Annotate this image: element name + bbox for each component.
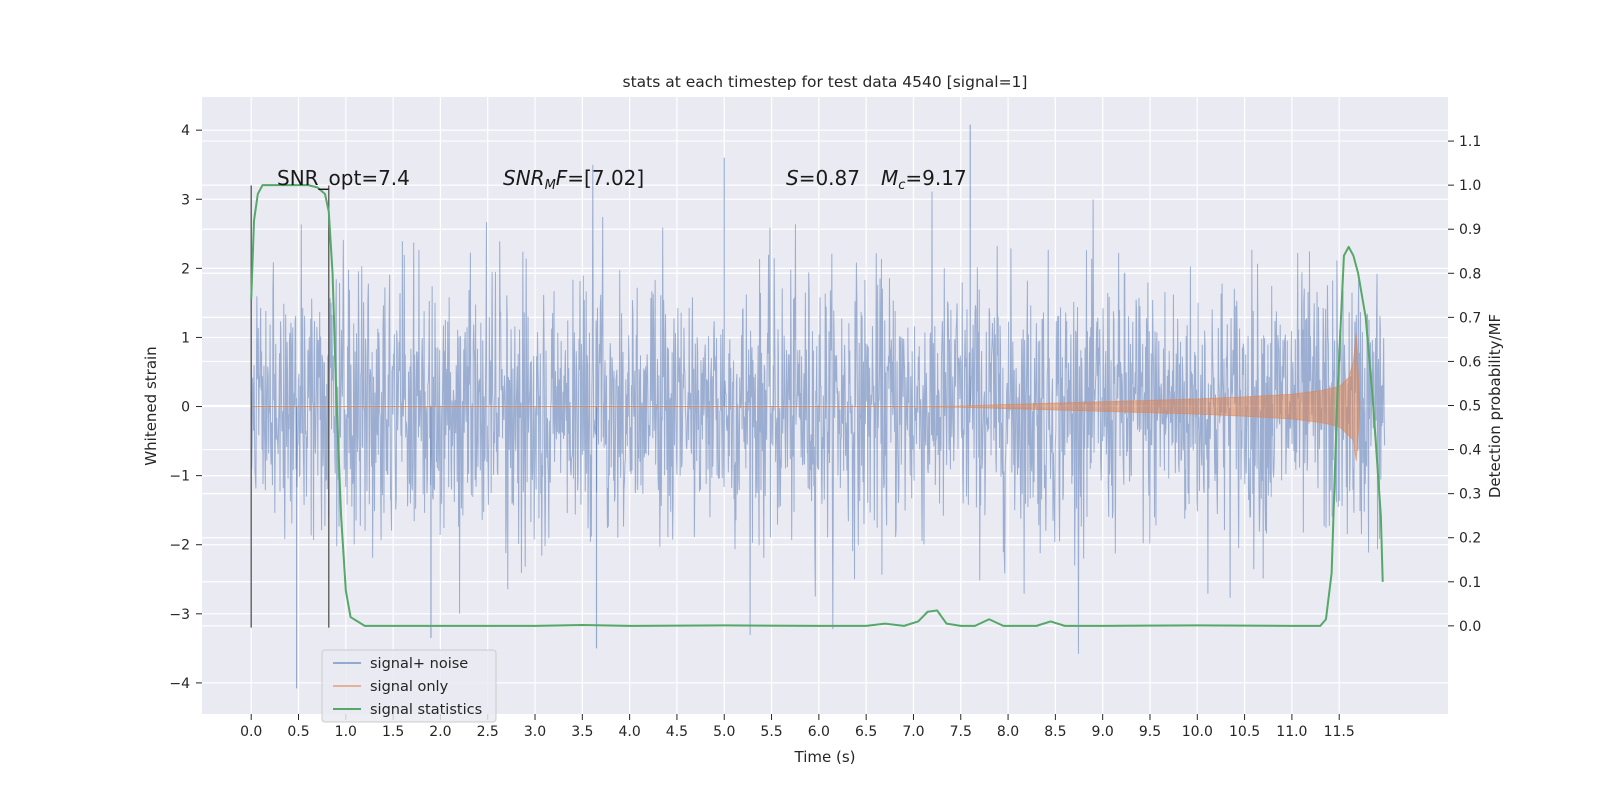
- y2-tick-label: 1.1: [1459, 134, 1481, 150]
- x-tick-label: 3.5: [571, 724, 593, 740]
- signal-plus-noise-line: [250, 164, 1386, 654]
- y-tick-label: −3: [169, 607, 190, 623]
- vertical-markers: [250, 185, 330, 628]
- x-tick-label: 10.5: [1229, 724, 1260, 740]
- x-tick-label: 7.5: [950, 724, 972, 740]
- x-tick-label: 0.0: [240, 724, 262, 740]
- y2-tick-label: 0.6: [1459, 354, 1481, 370]
- annotation-mc-sub: c: [898, 178, 905, 193]
- y-tick-label: 2: [181, 261, 190, 277]
- chart-title: stats at each timestep for test data 454…: [623, 73, 1028, 91]
- y2-tick-label: 0.1: [1459, 575, 1481, 591]
- x-tick-label: 2.0: [429, 724, 451, 740]
- x-tick-label: 3.0: [524, 724, 546, 740]
- y-tick-label: −4: [169, 676, 190, 692]
- x-tick-label: 4.0: [618, 724, 640, 740]
- x-tick-label: 6.0: [808, 724, 830, 740]
- y-tick-label: 1: [181, 330, 190, 346]
- y-axis-ticks: 4 3 2 1 0 −1 −2 −3 −4: [169, 123, 202, 692]
- signal-plus-noise-series: [250, 124, 1386, 689]
- signal-statistics-series: [250, 184, 1384, 627]
- y2-axis-label: Detection probability/MF: [1486, 314, 1504, 498]
- y-tick-label: −2: [169, 538, 190, 554]
- annotation-snr-mf-sub: M: [545, 178, 556, 193]
- x-tick-label: 9.0: [1092, 724, 1114, 740]
- signal-only-envelope: [251, 333, 1361, 462]
- x-tick-label: 11.5: [1324, 724, 1355, 740]
- x-axis-ticks: 0.0 0.5 1.0 1.5 2.0 2.5 3.0 3.5 4.0 4.5 5.0 5.5 6.0 6…: [240, 714, 1355, 740]
- x-tick-label: 5.5: [760, 724, 782, 740]
- annotation-snr-opt: SNR_opt=7.4: [277, 166, 410, 190]
- x-tick-label: 4.5: [666, 724, 688, 740]
- annotation-s-italic: S: [786, 166, 799, 190]
- x-tick-label: 10.0: [1182, 724, 1213, 740]
- annotation-s: S=0.87: [786, 166, 860, 190]
- signal-statistics-line: [250, 184, 1384, 627]
- y-tick-label: 3: [181, 192, 190, 208]
- legend-label-signal: signal only: [370, 679, 449, 695]
- y2-tick-label: 0.0: [1459, 619, 1481, 635]
- legend: signal+ noise signal only signal statist…: [321, 649, 497, 723]
- x-tick-label: 1.5: [382, 724, 404, 740]
- y-tick-label: 4: [181, 123, 190, 139]
- y2-tick-label: 0.2: [1459, 531, 1481, 547]
- annotation-snr-mf-italic2: F: [556, 166, 568, 190]
- x-tick-label: 5.0: [713, 724, 735, 740]
- x-tick-label: 0.5: [287, 724, 309, 740]
- x-tick-label: 11.0: [1276, 724, 1307, 740]
- x-tick-label: 2.5: [477, 724, 499, 740]
- signal-only-series: [251, 333, 1361, 462]
- annotation-mc: Mc=9.17: [881, 166, 967, 193]
- annotation-s-value: =0.87: [799, 166, 860, 190]
- y2-tick-label: 0.5: [1459, 399, 1481, 415]
- x-tick-label: 6.5: [855, 724, 877, 740]
- y2-tick-label: 1.0: [1459, 178, 1481, 194]
- y2-tick-label: 0.3: [1459, 487, 1481, 503]
- x-axis-label: Time (s): [794, 748, 856, 766]
- annotation-mc-italic: M: [881, 166, 898, 190]
- y-axis-label: Whitened strain: [142, 346, 160, 465]
- y2-tick-label: 0.4: [1459, 443, 1481, 459]
- y2-tick-label: 0.8: [1459, 266, 1481, 282]
- x-tick-label: 1.0: [335, 724, 357, 740]
- x-tick-label: 7.0: [902, 724, 924, 740]
- y2-tick-label: 0.7: [1459, 310, 1481, 326]
- annotation-mc-value: =9.17: [905, 166, 966, 190]
- y-tick-label: 0: [181, 400, 190, 416]
- legend-label-noise: signal+ noise: [370, 656, 468, 672]
- y2-axis-ticks: 1.1 1.0 0.9 0.8 0.7 0.6 0.5 0.4 0.3 0.2 0.1 0.0: [1448, 134, 1481, 635]
- x-tick-label: 8.5: [1044, 724, 1066, 740]
- legend-label-stats: signal statistics: [370, 702, 482, 718]
- annotation-snr-mf-value: =[7.02]: [567, 166, 644, 190]
- y-tick-label: −1: [169, 469, 190, 485]
- y2-tick-label: 0.9: [1459, 222, 1481, 238]
- annotation-snr-mf-italic: SNR: [503, 166, 545, 190]
- legend-box: [321, 649, 497, 723]
- annotation-snr-mf: SNRMF=[7.02]: [503, 166, 644, 193]
- x-tick-label: 9.5: [1139, 724, 1161, 740]
- x-tick-label: 8.0: [997, 724, 1019, 740]
